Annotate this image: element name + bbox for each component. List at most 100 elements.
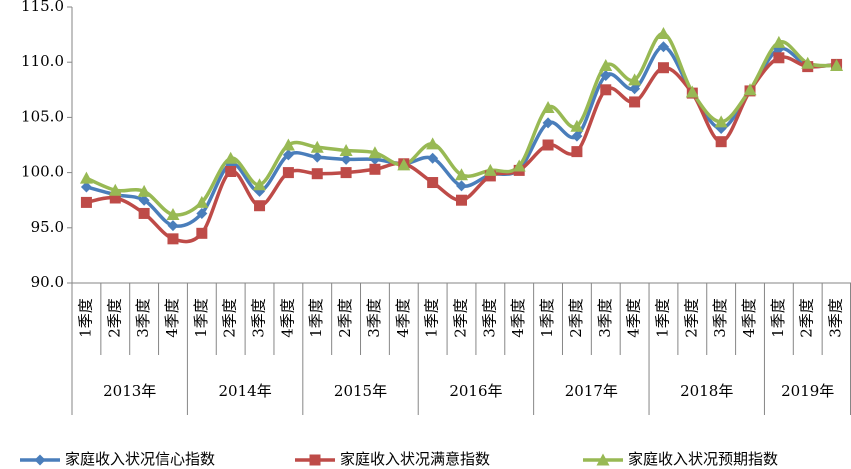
data-point [397, 158, 411, 171]
data-point [167, 220, 179, 232]
data-point [714, 115, 728, 128]
data-point [600, 84, 612, 96]
data-point [80, 181, 92, 193]
data-point [138, 207, 150, 219]
data-point [282, 149, 294, 161]
year-label: 2019年 [781, 382, 834, 400]
data-point [715, 136, 727, 148]
data-point [629, 96, 641, 108]
data-point [743, 83, 757, 96]
data-point [483, 163, 497, 176]
x-tick-label: 3季度 [827, 298, 845, 338]
data-point [80, 196, 92, 208]
data-point [456, 194, 467, 206]
data-point [311, 168, 323, 180]
legend-marker [34, 454, 46, 466]
data-point [109, 192, 121, 204]
x-tick-label: 3季度 [711, 298, 729, 338]
data-point [484, 170, 496, 182]
data-point [310, 140, 324, 153]
data-point [801, 56, 815, 69]
data-point [772, 35, 786, 48]
x-tick-label: 4季度 [625, 298, 643, 338]
data-point [311, 151, 323, 163]
x-tick-label: 2季度 [105, 298, 123, 338]
data-point [340, 153, 352, 165]
data-point [571, 146, 583, 158]
x-tick-label: 1季度 [192, 298, 210, 338]
data-point [224, 151, 238, 164]
x-tick-label: 2季度 [336, 298, 354, 338]
x-tick-label: 1季度 [423, 298, 441, 338]
data-point [195, 195, 209, 208]
data-point [629, 83, 641, 95]
x-tick-label: 3季度 [596, 298, 614, 338]
x-tick-label: 3季度 [134, 298, 152, 338]
data-point [225, 165, 237, 177]
data-point [830, 59, 844, 72]
data-point [455, 168, 468, 181]
data-point [657, 41, 669, 53]
year-label: 2017年 [565, 382, 618, 400]
data-point [281, 138, 295, 151]
data-point [542, 139, 554, 151]
data-point [340, 167, 352, 179]
data-point [657, 62, 669, 74]
x-tick-label: 2季度 [682, 298, 700, 338]
x-tick-label: 4季度 [740, 298, 758, 338]
year-label: 2018年 [680, 382, 733, 400]
x-tick-label: 1季度 [538, 298, 556, 338]
y-tick-label: 115.0 [21, 0, 64, 15]
data-point [512, 159, 526, 172]
x-tick-label: 2季度 [567, 298, 585, 338]
data-point [368, 146, 382, 159]
x-tick-label: 3季度 [480, 298, 498, 338]
data-point [339, 144, 353, 157]
x-tick-label: 1季度 [307, 298, 325, 338]
x-tick-label: 4季度 [394, 298, 412, 338]
data-point [369, 163, 381, 175]
x-tick-label: 1季度 [769, 298, 787, 338]
x-tick-label: 3季度 [250, 298, 268, 338]
year-label: 2015年 [334, 382, 387, 400]
y-tick-label: 110.0 [21, 52, 64, 70]
data-point [254, 200, 266, 212]
data-point [656, 26, 670, 39]
legend-label: 家庭收入状况预期指数 [628, 450, 778, 468]
data-point [600, 69, 612, 81]
data-point [137, 184, 151, 197]
data-point [427, 177, 439, 189]
data-point [456, 180, 467, 192]
legend-label: 家庭收入状况满意指数 [340, 450, 490, 468]
data-point [167, 233, 179, 245]
data-point [196, 207, 208, 219]
data-point [542, 117, 554, 129]
x-tick-label: 1季度 [76, 298, 94, 338]
legend-marker [309, 454, 321, 466]
data-point [196, 227, 208, 239]
y-tick-label: 90.0 [31, 273, 64, 291]
data-point [166, 208, 180, 221]
data-point [427, 152, 439, 164]
data-point [773, 52, 785, 64]
x-tick-label: 4季度 [163, 298, 181, 338]
data-point [253, 178, 267, 191]
x-tick-label: 3季度 [365, 298, 383, 338]
data-point [628, 73, 642, 86]
data-point [282, 167, 294, 179]
data-point [599, 59, 613, 72]
x-tick-label: 2季度 [798, 298, 816, 338]
data-point [79, 171, 93, 184]
year-label: 2014年 [219, 382, 272, 400]
data-point [685, 85, 699, 98]
data-point [541, 100, 555, 113]
year-label: 2013年 [103, 382, 156, 400]
y-tick-label: 95.0 [31, 218, 64, 236]
x-tick-label: 2季度 [221, 298, 239, 338]
y-tick-label: 105.0 [21, 107, 64, 125]
x-tick-label: 1季度 [653, 298, 671, 338]
data-point [570, 119, 584, 132]
year-label: 2016年 [449, 382, 502, 400]
data-point [108, 183, 122, 196]
